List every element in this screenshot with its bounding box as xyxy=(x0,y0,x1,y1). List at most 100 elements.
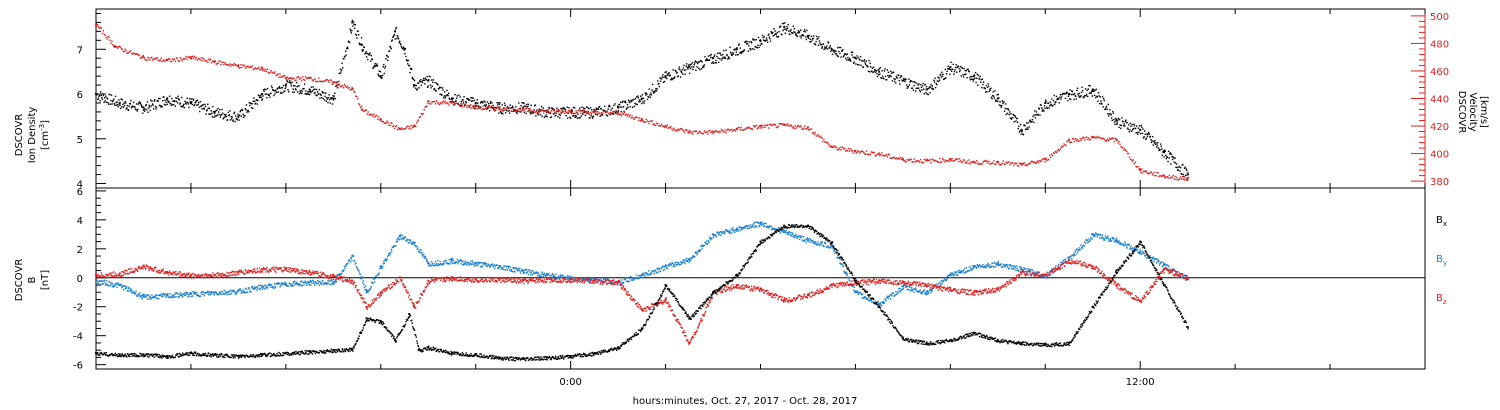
by-point xyxy=(476,263,478,266)
velocity-point xyxy=(890,157,892,159)
by-point xyxy=(886,296,888,299)
velocity-point xyxy=(1119,143,1121,145)
velocity-point xyxy=(147,56,149,59)
density-point xyxy=(1155,146,1158,148)
density-point xyxy=(100,94,102,97)
velocity-point xyxy=(1104,139,1106,141)
velocity-point xyxy=(920,161,923,163)
density-point xyxy=(665,77,667,79)
density-point xyxy=(932,88,935,90)
density-point xyxy=(1111,119,1113,122)
velocity-point xyxy=(561,109,563,112)
by-point xyxy=(432,262,434,265)
density-point xyxy=(1187,172,1189,174)
velocity-point xyxy=(996,161,999,164)
by-point xyxy=(96,280,98,282)
by-point xyxy=(180,293,183,295)
velocity-point xyxy=(1156,172,1158,174)
density-point xyxy=(192,99,195,101)
density-point xyxy=(1152,144,1154,146)
density-point xyxy=(644,92,646,94)
density-point xyxy=(393,33,396,36)
density-point xyxy=(848,59,850,61)
density-point xyxy=(765,37,768,39)
velocity-point xyxy=(552,109,555,111)
velocity-point xyxy=(797,124,799,127)
density-point xyxy=(1166,156,1169,158)
density-point xyxy=(596,108,598,111)
density-point xyxy=(464,104,466,106)
density-point xyxy=(152,108,155,110)
by-point xyxy=(838,257,840,259)
density-point xyxy=(617,110,620,112)
by-point xyxy=(642,272,644,275)
density-point xyxy=(614,111,617,114)
by-point xyxy=(698,250,700,253)
velocity-point xyxy=(781,122,783,125)
velocity-point xyxy=(612,110,614,113)
velocity-point xyxy=(1071,137,1074,140)
by-point xyxy=(511,270,514,273)
by-point xyxy=(635,277,637,279)
density-point xyxy=(130,99,132,102)
density-point xyxy=(695,69,697,72)
density-point xyxy=(935,82,937,85)
density-point xyxy=(851,54,853,56)
density-point xyxy=(752,38,754,40)
density-point xyxy=(1071,90,1074,93)
velocity-point xyxy=(1056,150,1059,152)
density-point xyxy=(879,73,881,75)
by-point xyxy=(667,264,670,266)
by-point xyxy=(569,276,572,279)
velocity-point xyxy=(278,76,280,78)
by-point xyxy=(253,286,256,289)
density-point xyxy=(1006,108,1008,110)
density-point xyxy=(604,110,607,112)
by-point xyxy=(859,291,861,294)
density-point xyxy=(1165,154,1167,157)
density-point xyxy=(591,116,593,118)
density-point xyxy=(290,83,292,85)
by-point xyxy=(104,282,106,284)
by-point xyxy=(503,265,506,267)
by-point xyxy=(364,285,367,287)
density-point xyxy=(921,85,924,87)
by-point xyxy=(790,235,793,237)
velocity-point xyxy=(546,111,549,114)
velocity-point xyxy=(129,51,131,53)
velocity-point xyxy=(232,64,235,67)
density-point xyxy=(427,79,430,82)
velocity-point xyxy=(930,162,932,164)
by-point xyxy=(708,241,710,243)
by-point xyxy=(439,260,441,263)
velocity-point xyxy=(886,156,889,158)
velocity-point xyxy=(917,160,919,163)
by-point xyxy=(256,286,259,289)
velocity-point xyxy=(976,162,979,164)
by-point xyxy=(744,225,746,228)
velocity-label-line3: [km/s] xyxy=(1478,96,1489,128)
density-point xyxy=(443,95,445,97)
density-point xyxy=(955,64,957,66)
by-point xyxy=(171,296,174,299)
density-point xyxy=(921,89,923,91)
density-point xyxy=(733,49,736,51)
density-point xyxy=(729,46,731,49)
density-point xyxy=(122,103,124,106)
density-point xyxy=(812,37,814,40)
velocity-point xyxy=(733,129,736,131)
density-point xyxy=(479,105,481,108)
density-point xyxy=(1130,130,1133,132)
by-point xyxy=(361,282,364,284)
velocity-point xyxy=(896,157,898,159)
density-point xyxy=(1171,155,1173,158)
by-point xyxy=(874,300,877,302)
density-point xyxy=(786,27,789,30)
velocity-point xyxy=(1105,140,1107,142)
by-point xyxy=(587,281,589,283)
by-point xyxy=(121,286,123,289)
density-point xyxy=(696,62,699,65)
density-point xyxy=(519,107,522,110)
density-point xyxy=(800,37,802,39)
by-point xyxy=(904,284,906,287)
